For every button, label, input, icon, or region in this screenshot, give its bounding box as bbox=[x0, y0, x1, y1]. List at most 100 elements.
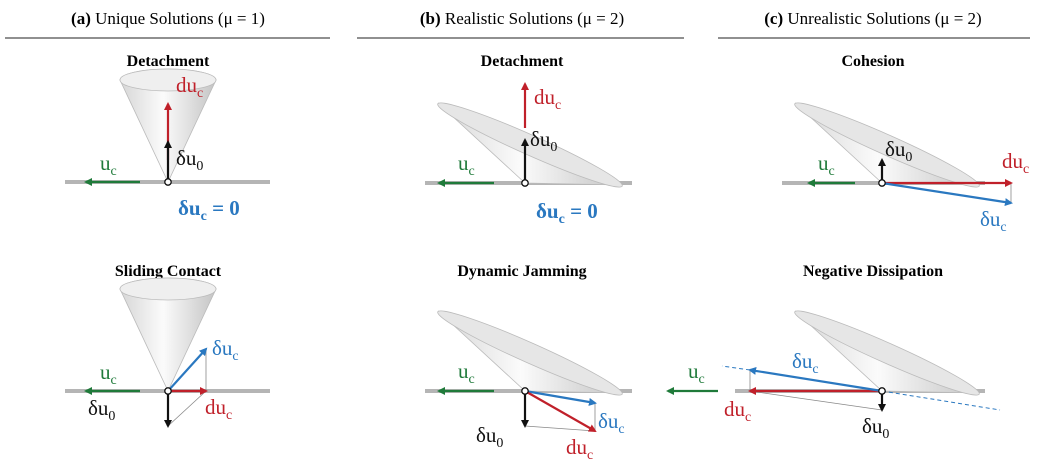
vector-label: δu0 bbox=[476, 423, 503, 451]
label-main: δu bbox=[476, 423, 497, 447]
vector-label: δu0 bbox=[862, 414, 889, 442]
vector-label: δuc bbox=[980, 207, 1007, 235]
label-sub: c bbox=[555, 98, 561, 113]
panel-title: Negative Dissipation bbox=[803, 263, 943, 280]
column-header: (b) Realistic Solutions (μ = 2) bbox=[420, 9, 624, 28]
label-main: δu bbox=[530, 127, 551, 151]
label-sub: 0 bbox=[550, 140, 557, 155]
label-main: u bbox=[818, 151, 829, 175]
vector-label: δuc bbox=[792, 349, 819, 377]
header-text: Unrealistic Solutions (μ = 2) bbox=[787, 9, 981, 28]
contact-point bbox=[522, 388, 528, 394]
vector-arrow bbox=[882, 183, 1011, 203]
label-main: δu bbox=[88, 396, 109, 420]
header-tag: (a) bbox=[71, 9, 91, 28]
guide-line bbox=[750, 391, 882, 410]
panel-title: Dynamic Jamming bbox=[457, 263, 586, 280]
figure: (a) Unique Solutions (μ = 1) Detachment du… bbox=[0, 0, 1046, 459]
label-main: du bbox=[205, 395, 227, 419]
vector-label: uc bbox=[458, 151, 475, 179]
vector-label: duc bbox=[566, 435, 593, 459]
label-sub: c bbox=[111, 373, 117, 388]
label-suffix: = 0 bbox=[565, 199, 598, 223]
label-sub: 0 bbox=[905, 150, 912, 165]
label-main: δu bbox=[178, 196, 201, 220]
header-tag: (b) bbox=[420, 9, 441, 28]
label-main: δu bbox=[212, 336, 233, 360]
label-main: du bbox=[724, 397, 746, 421]
label-main: u bbox=[100, 360, 111, 384]
label-sub: c bbox=[699, 372, 705, 387]
vector-label: δu0 bbox=[530, 127, 557, 155]
contact-point bbox=[522, 180, 528, 186]
label-main: δu bbox=[536, 199, 559, 223]
vector-label: δuc bbox=[598, 409, 625, 437]
vector-label: duc bbox=[205, 395, 232, 423]
cone-rim bbox=[120, 278, 216, 300]
vector-label: δuc bbox=[212, 336, 239, 364]
guide-line bbox=[168, 391, 206, 426]
label-sub: c bbox=[469, 164, 475, 179]
vector-label: δuc = 0 bbox=[178, 196, 240, 224]
header-text: Realistic Solutions (μ = 2) bbox=[445, 9, 624, 28]
label-sub: 0 bbox=[196, 159, 203, 174]
dashed-extension bbox=[722, 366, 750, 370]
vector-label: uc bbox=[100, 360, 117, 388]
contact-point bbox=[165, 179, 171, 185]
label-sub: 0 bbox=[496, 436, 503, 451]
header-text: Unique Solutions (μ = 1) bbox=[95, 9, 265, 28]
vector-label: duc bbox=[724, 397, 751, 425]
vector-label: uc bbox=[818, 151, 835, 179]
label-sub: c bbox=[469, 372, 475, 387]
guide-line bbox=[525, 426, 595, 431]
label-main: u bbox=[688, 359, 699, 383]
label-sub: c bbox=[618, 422, 624, 437]
label-main: u bbox=[458, 151, 469, 175]
label-sub: c bbox=[745, 410, 751, 425]
label-main: du bbox=[1002, 149, 1024, 173]
label-sub: c bbox=[829, 164, 835, 179]
vector-label: duc bbox=[534, 85, 561, 113]
label-sub: 0 bbox=[108, 409, 115, 424]
header-tag: (c) bbox=[764, 9, 783, 28]
label-main: δu bbox=[980, 207, 1001, 231]
label-sub: 0 bbox=[882, 427, 889, 442]
label-main: du bbox=[566, 435, 588, 459]
contact-point bbox=[165, 388, 171, 394]
label-main: du bbox=[534, 85, 556, 109]
label-sub: c bbox=[812, 362, 818, 377]
panel-title: Detachment bbox=[127, 53, 210, 70]
vector-label: uc bbox=[100, 151, 117, 179]
label-sub: c bbox=[197, 86, 203, 101]
label-sub: c bbox=[1023, 162, 1029, 177]
vector-label: duc bbox=[1002, 149, 1029, 177]
contact-point bbox=[879, 180, 885, 186]
label-sub: c bbox=[232, 349, 238, 364]
label-sub: c bbox=[1000, 220, 1006, 235]
label-sub: c bbox=[111, 164, 117, 179]
panel: Sliding Contactδucducδu0uc bbox=[65, 263, 270, 426]
panel-title: Detachment bbox=[481, 53, 564, 70]
dashed-extension bbox=[882, 391, 1000, 410]
label-main: δu bbox=[598, 409, 619, 433]
label-sub: c bbox=[226, 408, 232, 423]
label-main: δu bbox=[885, 137, 906, 161]
label-main: δu bbox=[176, 146, 197, 170]
panel-title: Cohesion bbox=[841, 53, 904, 70]
column-header: (a) Unique Solutions (μ = 1) bbox=[71, 9, 265, 28]
vector-label: δu0 bbox=[88, 396, 115, 424]
contact-point bbox=[879, 388, 885, 394]
label-main: u bbox=[100, 151, 111, 175]
vector-label: δuc = 0 bbox=[536, 199, 598, 227]
label-main: δu bbox=[792, 349, 813, 373]
vector-label: δu0 bbox=[176, 146, 203, 174]
column-header: (c) Unrealistic Solutions (μ = 2) bbox=[764, 9, 981, 28]
vector-label: uc bbox=[458, 359, 475, 387]
label-suffix: = 0 bbox=[207, 196, 240, 220]
vector-label: uc bbox=[688, 359, 705, 387]
